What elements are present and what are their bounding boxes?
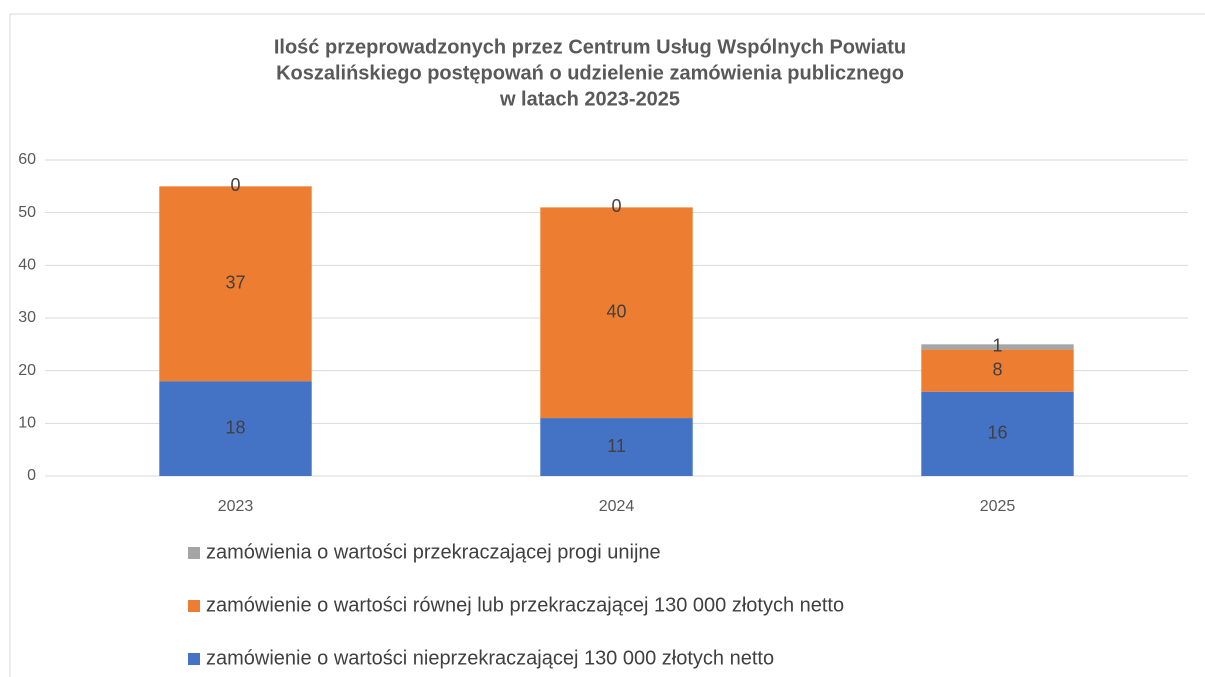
legend-swatch [188,653,200,665]
data-label: 0 [611,196,621,216]
data-label: 0 [230,175,240,195]
data-label: 37 [225,273,245,293]
bar-segment [540,207,693,419]
data-label: 11 [607,436,626,456]
data-label: 16 [987,423,1007,443]
chart-title-line: w latach 2023-2025 [499,88,680,110]
data-label: 40 [606,301,626,321]
data-label: 1 [992,336,1002,356]
legend-label: zamówienia o wartości przekraczającej pr… [206,541,661,563]
y-tick-label: 30 [18,309,36,326]
bar-segment [921,391,1074,476]
x-tick-label: 2025 [980,498,1016,515]
y-tick-label: 50 [18,204,36,221]
chart-title-line: Ilość przeprowadzonych przez Centrum Usł… [274,36,906,58]
y-tick-label: 40 [18,257,36,274]
bar-segment [921,349,1074,392]
legend-swatch [188,600,200,612]
y-tick-label: 60 [18,151,36,168]
legend-swatch [188,547,200,559]
bar-segment [540,418,693,476]
legend-label: zamówienie o wartości nieprzekraczającej… [206,647,774,669]
y-tick-label: 20 [18,362,36,379]
x-tick-label: 2024 [599,498,635,515]
legend-label: zamówienie o wartości równej lub przekra… [206,594,844,616]
data-label: 8 [992,359,1002,379]
bar-segment [921,344,1074,350]
bar-segment [159,186,312,382]
bar-segment [159,381,312,476]
chart-title-line: Koszalińskiego postępowań o udzielenie z… [276,62,904,84]
y-tick-label: 0 [27,467,36,484]
data-label: 18 [225,417,245,437]
x-tick-label: 2023 [218,498,254,515]
y-tick-label: 10 [18,415,36,432]
